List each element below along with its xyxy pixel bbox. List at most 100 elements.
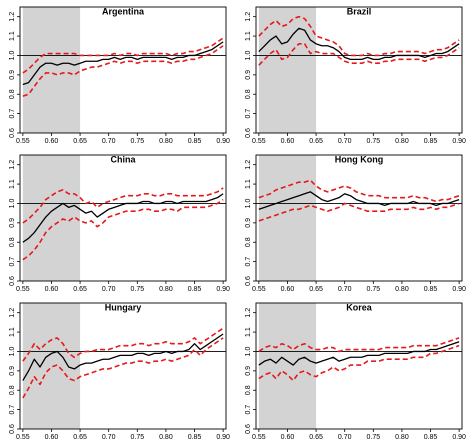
estimate-line	[258, 27, 460, 60]
y-tick-label: 1.0	[9, 198, 16, 208]
panel-title: China	[110, 155, 136, 165]
y-tick-label: 0.7	[9, 257, 16, 267]
x-tick-label: 0.75	[366, 434, 380, 440]
lower-band-line	[22, 198, 224, 261]
panel-brazil: Brazil 0.55 0.60 0.65 0.70 0.75 0.80 0.85 0.90 0.…	[245, 7, 466, 146]
x-tick-label: 0.70	[338, 286, 352, 293]
y-tick-label: 0.6	[9, 128, 16, 138]
panel-title: Korea	[346, 303, 373, 313]
x-tick-label: 0.80	[395, 434, 409, 440]
x-tick-label: 0.75	[130, 286, 144, 293]
x-tick-label: 0.55	[252, 286, 266, 293]
y-tick-label: 0.6	[245, 424, 252, 434]
y-tick-label: 1.2	[9, 160, 16, 170]
panel-title: Argentina	[102, 7, 145, 17]
x-tick-label: 0.70	[338, 138, 352, 145]
upper-band-line	[258, 15, 460, 57]
x-tick-label: 0.90	[452, 286, 466, 293]
y-tick-label: 1.2	[9, 308, 16, 318]
y-tick-label: 0.8	[9, 237, 16, 247]
plot-frame	[19, 302, 227, 430]
y-tick-label: 0.9	[245, 70, 252, 80]
estimate-line	[258, 191, 460, 210]
x-tick-label: 0.65	[73, 434, 87, 440]
y-tick-label: 0.7	[245, 109, 252, 119]
y-tick-label: 0.8	[245, 385, 252, 395]
x-tick-label: 0.60	[281, 434, 295, 440]
y-tick-label: 0.6	[9, 276, 16, 286]
x-tick-label: 0.65	[309, 286, 323, 293]
plot-frame	[19, 154, 227, 282]
x-tick-label: 0.60	[281, 286, 295, 293]
panel-korea: Korea 0.55 0.60 0.65 0.70 0.75 0.80 0.85 0.90 0.6…	[245, 303, 466, 440]
y-tick-label: 0.7	[9, 405, 16, 415]
x-tick-label: 0.60	[281, 138, 295, 145]
y-tick-label: 0.6	[245, 128, 252, 138]
lower-band-line	[22, 337, 224, 399]
panel-title: Hungary	[105, 303, 142, 313]
shaded-region	[22, 7, 81, 133]
lower-band-line	[258, 344, 460, 382]
y-tick-label: 1.1	[245, 31, 252, 41]
x-tick-label: 0.85	[188, 138, 202, 145]
upper-band-line	[258, 179, 460, 203]
y-tick-label: 1.0	[9, 50, 16, 60]
lower-band-line	[22, 45, 224, 97]
y-tick-label: 1.0	[245, 198, 252, 208]
x-tick-label: 0.65	[73, 286, 87, 293]
shaded-region	[22, 303, 81, 429]
y-tick-label: 0.8	[9, 385, 16, 395]
x-tick-label: 0.85	[188, 434, 202, 440]
x-tick-label: 0.80	[159, 138, 173, 145]
y-tick-label: 1.2	[245, 12, 252, 22]
panel-argentina: Argentina 0.55 0.60 0.65 0.70 0.75 0.80 0.85 0.9…	[9, 7, 230, 146]
x-tick-label: 0.70	[102, 434, 116, 440]
x-tick-label: 0.85	[188, 286, 202, 293]
y-tick-label: 0.7	[245, 257, 252, 267]
x-tick-label: 0.80	[395, 286, 409, 293]
x-tick-label: 0.55	[252, 138, 266, 145]
x-tick-label: 0.65	[309, 434, 323, 440]
y-tick-label: 0.7	[9, 109, 16, 119]
x-tick-label: 0.75	[366, 286, 380, 293]
lower-band-line	[258, 202, 460, 222]
y-tick-label: 0.9	[9, 366, 16, 376]
shaded-region	[22, 155, 81, 281]
x-tick-label: 0.65	[309, 138, 323, 145]
upper-band-line	[258, 337, 460, 353]
y-tick-label: 1.1	[9, 179, 16, 189]
y-tick-label: 1.1	[9, 31, 16, 41]
panel-china: China 0.55 0.60 0.65 0.70 0.75 0.80 0.85 0.90 0.6…	[9, 155, 230, 294]
lower-band-line	[258, 43, 460, 66]
x-tick-label: 0.85	[424, 286, 438, 293]
y-tick-label: 0.9	[9, 70, 16, 80]
y-tick-label: 1.2	[9, 12, 16, 22]
y-tick-label: 1.0	[245, 50, 252, 60]
x-tick-label: 0.85	[424, 138, 438, 145]
x-tick-label: 0.60	[45, 138, 59, 145]
panel-title: Brazil	[347, 7, 372, 17]
y-tick-label: 0.8	[9, 89, 16, 99]
shaded-region	[258, 7, 317, 133]
y-tick-label: 1.0	[245, 346, 252, 356]
x-tick-label: 0.90	[216, 138, 230, 145]
y-tick-label: 0.8	[245, 237, 252, 247]
panel-hong-kong: Hong Kong 0.55 0.60 0.65 0.70 0.75 0.80 0.85 0.9…	[245, 155, 466, 294]
y-tick-label: 1.2	[245, 160, 252, 170]
x-tick-label: 0.70	[102, 138, 116, 145]
x-tick-label: 0.65	[73, 138, 87, 145]
upper-band-line	[22, 187, 224, 224]
y-tick-label: 1.1	[245, 327, 252, 337]
x-tick-label: 0.80	[159, 434, 173, 440]
x-tick-label: 0.90	[216, 434, 230, 440]
x-tick-label: 0.55	[16, 138, 30, 145]
x-tick-label: 0.55	[16, 434, 30, 440]
estimate-line	[258, 341, 460, 366]
panel-hungary: Hungary 0.55 0.60 0.65 0.70 0.75 0.80 0.85 0.90 0…	[9, 303, 230, 440]
y-tick-label: 1.1	[245, 179, 252, 189]
x-tick-label: 0.85	[424, 434, 438, 440]
x-tick-label: 0.70	[102, 286, 116, 293]
x-tick-label: 0.90	[452, 138, 466, 145]
y-tick-label: 1.1	[9, 327, 16, 337]
